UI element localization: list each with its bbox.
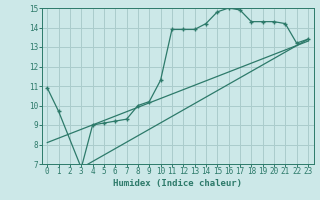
X-axis label: Humidex (Indice chaleur): Humidex (Indice chaleur)	[113, 179, 242, 188]
